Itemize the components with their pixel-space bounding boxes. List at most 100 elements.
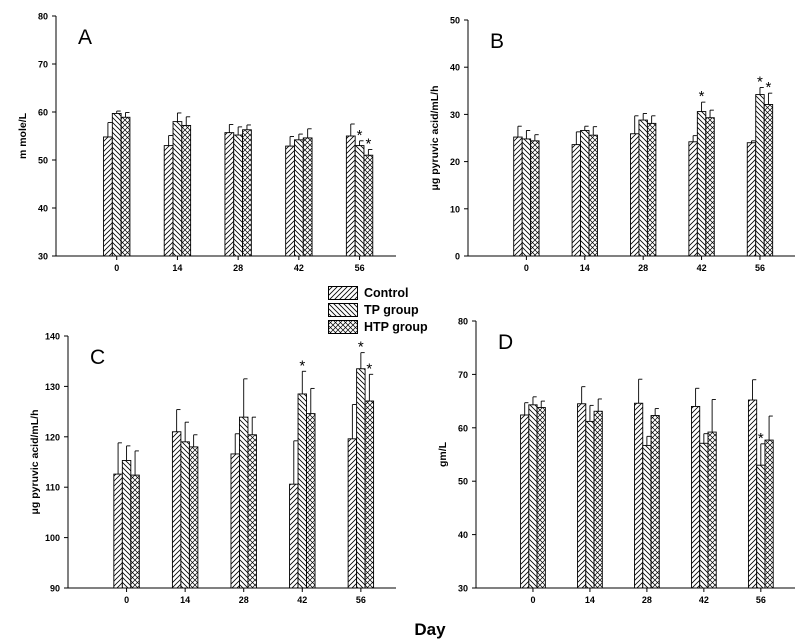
x-tick-label: 0 [530, 595, 535, 605]
panel-letter-b: B [490, 30, 504, 53]
significance-mark: * [766, 79, 772, 96]
y-tick-label: 100 [45, 533, 60, 543]
bar-htp-group [302, 137, 313, 257]
bar-htp-group [764, 439, 774, 589]
x-tick-label: 42 [697, 263, 707, 273]
x-tick-label: 42 [297, 595, 307, 605]
x-tick-label: 14 [585, 595, 595, 605]
y-tick-label: 40 [38, 204, 48, 214]
y-tick-label: 20 [450, 157, 460, 167]
bar-htp-group [306, 413, 316, 589]
x-tick-label: 28 [233, 263, 243, 273]
significance-mark: * [357, 127, 363, 144]
panel-letter-d: D [498, 331, 513, 354]
bar-tp-group [585, 420, 595, 589]
bar-tp-group [528, 404, 538, 589]
bar-htp-group [650, 415, 660, 589]
bar-htp-group [593, 410, 603, 589]
y-tick-label: 40 [458, 530, 468, 540]
chart-panel-a: 30 40 50 60 70 80 m mole/L A 0 14 28 42 56 ** [17, 12, 396, 273]
bar-htp-group [188, 446, 199, 589]
bar-control [571, 144, 582, 257]
bar-tp-group [180, 441, 190, 589]
y-tick-label: 40 [450, 63, 460, 73]
bar-control [163, 145, 174, 257]
y-tick-label: 70 [458, 370, 468, 380]
y-tick-label: 0 [455, 252, 460, 262]
y-tick-label: 10 [450, 204, 460, 214]
legend-swatch-htp-group [328, 320, 358, 334]
chart-panel-b: 0 10 20 30 40 50 μg pyruvic acid/mL/h B 0 14 28 42 *… [429, 16, 795, 273]
y-tick-label: 30 [450, 110, 460, 120]
y-tick-label: 140 [45, 332, 60, 342]
x-tick-label: 28 [638, 263, 648, 273]
legend-label-htp-group: HTP group [364, 320, 428, 334]
bar-control [513, 136, 523, 257]
bar-htp-group [181, 124, 192, 257]
bar-htp-group [530, 140, 540, 257]
significance-mark: * [699, 88, 705, 105]
x-tick-label: 42 [699, 595, 709, 605]
significance-mark: * [366, 360, 372, 377]
bar-control [345, 135, 356, 257]
y-tick-label: 50 [458, 477, 468, 487]
y-tick-label: 60 [458, 423, 468, 433]
bar-tp-group [356, 368, 366, 589]
bar-htp-group [242, 129, 252, 257]
bar-control [113, 473, 123, 589]
bar-tp-group [121, 460, 132, 589]
legend-label-tp-group: TP group [364, 303, 419, 317]
bar-htp-group [363, 154, 374, 257]
bar-tp-group [699, 442, 709, 589]
y-axis-title: m mole/L [17, 112, 29, 159]
y-tick-label: 120 [45, 432, 60, 442]
bar-tp-group [756, 464, 766, 589]
y-axis-title: μg pyruvic acid/mL/h [29, 409, 41, 514]
bar-htp-group [588, 134, 598, 257]
x-tick-label: 56 [356, 595, 366, 605]
bar-htp-group [120, 116, 131, 257]
bar-tp-group [294, 139, 304, 257]
y-tick-label: 80 [38, 12, 48, 22]
y-tick-label: 30 [458, 584, 468, 594]
bar-htp-group [130, 474, 140, 589]
bar-control [630, 133, 640, 257]
y-tick-label: 60 [38, 108, 48, 118]
bar-tp-group [642, 444, 652, 589]
bar-tp-group [638, 119, 648, 257]
bar-htp-group [646, 122, 657, 257]
bar-control [230, 453, 240, 589]
bar-htp-group [364, 400, 375, 589]
bar-control [577, 403, 587, 589]
y-tick-label: 30 [38, 252, 48, 262]
bar-tp-group [111, 112, 122, 257]
bar-tp-group [755, 94, 765, 257]
legend-swatch-control [328, 286, 358, 300]
bar-control [634, 402, 644, 589]
bar-control [747, 399, 758, 589]
bar-tp-group [239, 416, 249, 589]
bar-tp-group [580, 129, 590, 257]
significance-mark: * [757, 73, 763, 90]
x-tick-label: 56 [355, 263, 365, 273]
significance-mark: * [758, 430, 764, 447]
bar-control [171, 431, 182, 589]
bar-tp-group [354, 145, 365, 257]
bar-control [285, 145, 295, 257]
x-tick-label: 14 [580, 263, 590, 273]
panel-letter-a: A [78, 26, 92, 49]
bar-tp-group [233, 134, 243, 257]
bar-tp-group [521, 138, 532, 257]
x-tick-label: 14 [172, 263, 182, 273]
x-tick-label: 28 [642, 595, 652, 605]
bar-control [688, 141, 698, 257]
bar-control [103, 136, 113, 257]
y-tick-label: 80 [458, 317, 468, 327]
bar-tp-group [297, 393, 307, 589]
x-tick-label: 0 [114, 263, 119, 273]
legend-swatch-tp-group [328, 303, 358, 317]
x-tick-label: 42 [294, 263, 304, 273]
bar-control [520, 414, 530, 589]
chart-panel-c: 90 100 110 120 130 140 μg pyruvic acid/mL/h C 0 1… [29, 332, 396, 605]
